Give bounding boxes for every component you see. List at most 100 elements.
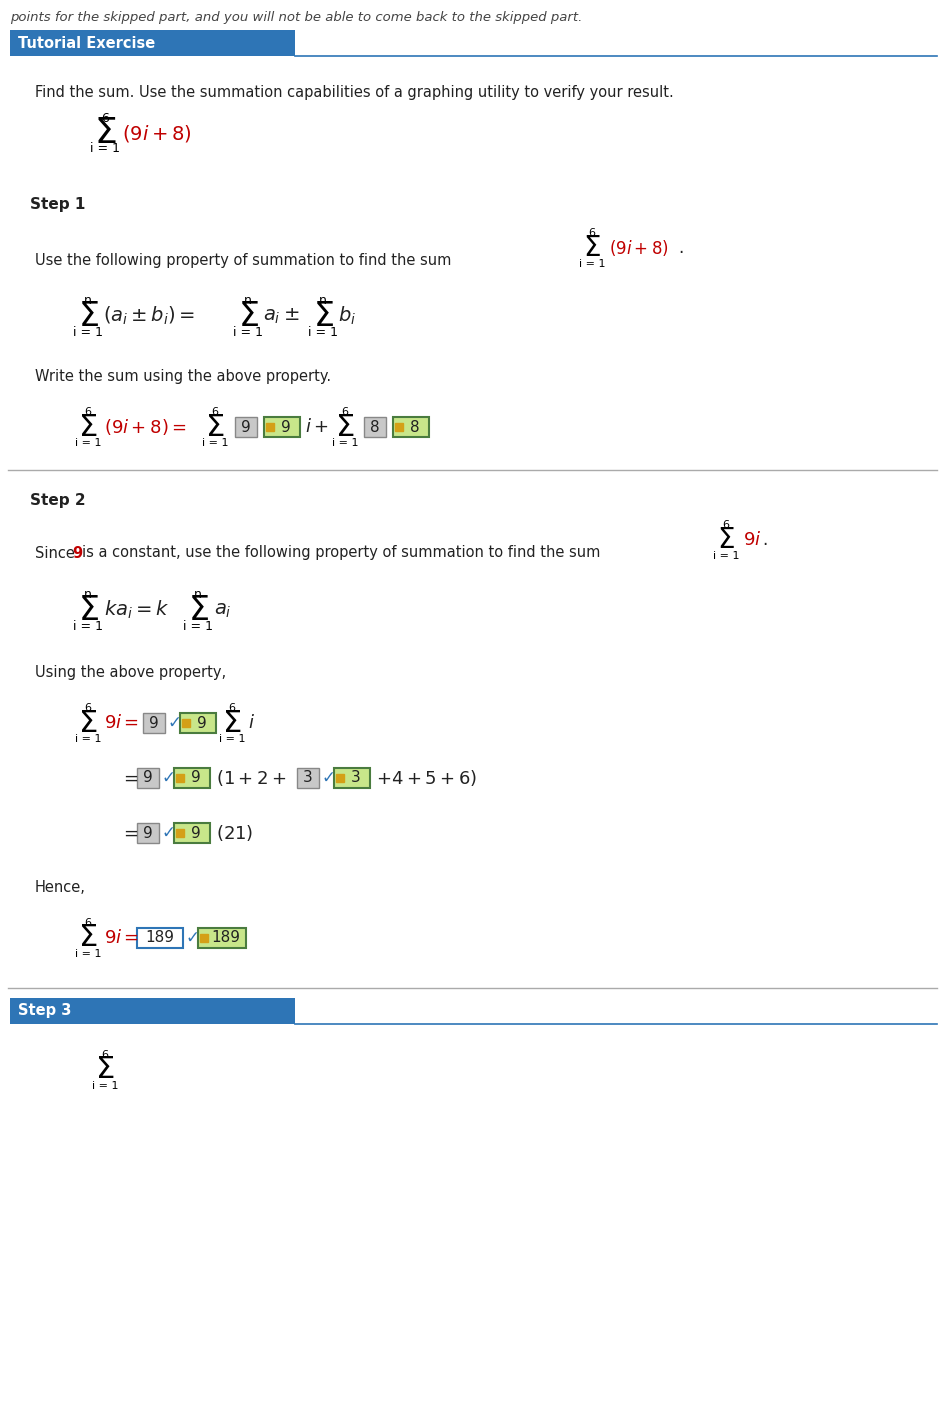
Text: $ka_i = k$: $ka_i = k$ xyxy=(104,599,170,622)
Text: Write the sum using the above property.: Write the sum using the above property. xyxy=(35,369,331,385)
Text: is a constant, use the following property of summation to find the sum: is a constant, use the following propert… xyxy=(82,545,600,561)
Text: i = 1: i = 1 xyxy=(713,551,740,561)
Text: $=$: $=$ xyxy=(120,824,138,841)
Text: .: . xyxy=(678,238,683,257)
Text: 6: 6 xyxy=(211,407,219,417)
Text: $(21)$: $(21)$ xyxy=(216,823,254,843)
Text: 9: 9 xyxy=(72,545,82,561)
Text: 9: 9 xyxy=(281,420,291,434)
Text: Step 2: Step 2 xyxy=(30,492,85,508)
Text: $i +$: $i +$ xyxy=(305,419,329,436)
Text: n: n xyxy=(244,295,252,308)
Bar xyxy=(137,823,159,843)
Text: ✓: ✓ xyxy=(186,929,200,946)
Text: i = 1: i = 1 xyxy=(73,325,103,339)
Text: i = 1: i = 1 xyxy=(73,620,103,633)
Text: 9: 9 xyxy=(191,771,201,786)
Text: Find the sum. Use the summation capabilities of a graphing utility to verify you: Find the sum. Use the summation capabili… xyxy=(35,85,673,99)
Text: $a_i$: $a_i$ xyxy=(214,600,232,620)
Text: $\Sigma$: $\Sigma$ xyxy=(78,299,98,332)
Text: n: n xyxy=(319,295,327,308)
Text: 6: 6 xyxy=(101,1050,109,1060)
Text: $9i =$: $9i =$ xyxy=(104,929,139,946)
Text: i = 1: i = 1 xyxy=(579,260,605,270)
Bar xyxy=(180,712,216,734)
Text: Since: Since xyxy=(35,545,80,561)
Text: $\Sigma$: $\Sigma$ xyxy=(96,1056,115,1084)
Text: i = 1: i = 1 xyxy=(308,325,338,339)
Text: 9: 9 xyxy=(197,715,206,731)
Text: $(9i + 8) =$: $(9i + 8) =$ xyxy=(104,417,187,437)
Text: $\Sigma$: $\Sigma$ xyxy=(583,234,601,263)
Text: $\left(a_i \pm b_i\right) =$: $\left(a_i \pm b_i\right) =$ xyxy=(103,305,195,328)
Text: $\Sigma$: $\Sigma$ xyxy=(79,924,98,952)
Bar xyxy=(334,768,370,788)
Text: Using the above property,: Using the above property, xyxy=(35,666,226,681)
Text: n: n xyxy=(84,589,92,602)
Text: 189: 189 xyxy=(146,931,174,945)
Text: points for the skipped part, and you will not be able to come back to the skippe: points for the skipped part, and you wil… xyxy=(10,11,582,24)
Bar xyxy=(174,768,210,788)
Text: i = 1: i = 1 xyxy=(202,438,228,448)
Text: $9i$: $9i$ xyxy=(743,531,761,549)
Text: $\Sigma$: $\Sigma$ xyxy=(717,526,735,553)
Text: 9: 9 xyxy=(143,771,152,786)
Text: $\Sigma$: $\Sigma$ xyxy=(313,299,333,332)
Text: Step 1: Step 1 xyxy=(30,197,85,213)
Bar xyxy=(198,928,246,948)
Text: Tutorial Exercise: Tutorial Exercise xyxy=(18,35,155,51)
Text: n: n xyxy=(84,295,92,308)
Text: $9i =$: $9i =$ xyxy=(104,714,139,732)
Text: $\Sigma$: $\Sigma$ xyxy=(78,593,98,627)
Text: ✓: ✓ xyxy=(162,824,176,841)
Text: i = 1: i = 1 xyxy=(90,142,120,156)
Text: 8: 8 xyxy=(410,420,420,434)
Bar xyxy=(137,768,159,788)
Text: i = 1: i = 1 xyxy=(75,438,101,448)
Bar xyxy=(393,417,429,437)
Text: i = 1: i = 1 xyxy=(233,325,263,339)
Bar xyxy=(137,928,183,948)
Bar xyxy=(174,823,210,843)
Text: $+ 4 + 5 + 6)$: $+ 4 + 5 + 6)$ xyxy=(376,768,477,788)
Text: $\Sigma$: $\Sigma$ xyxy=(79,413,98,441)
Bar xyxy=(10,30,295,55)
Bar xyxy=(10,998,295,1025)
Text: $\Sigma$: $\Sigma$ xyxy=(188,593,208,627)
Text: $=$: $=$ xyxy=(120,769,138,788)
Text: Use the following property of summation to find the sum: Use the following property of summation … xyxy=(35,253,452,268)
Text: $\Sigma$: $\Sigma$ xyxy=(79,708,98,738)
Text: 6: 6 xyxy=(84,702,92,712)
Bar xyxy=(264,417,300,437)
Bar xyxy=(235,417,257,437)
Text: i = 1: i = 1 xyxy=(219,734,245,744)
Text: ✓: ✓ xyxy=(168,714,182,732)
Text: Hence,: Hence, xyxy=(35,881,86,895)
Text: $\Sigma$: $\Sigma$ xyxy=(94,116,116,150)
Text: 9: 9 xyxy=(149,715,159,731)
Text: 6: 6 xyxy=(342,407,348,417)
Text: 9: 9 xyxy=(191,826,201,840)
Text: 9: 9 xyxy=(241,420,251,434)
Text: 189: 189 xyxy=(211,931,241,945)
Text: i = 1: i = 1 xyxy=(183,620,213,633)
Text: i = 1: i = 1 xyxy=(331,438,358,448)
Text: $a_i \pm$: $a_i \pm$ xyxy=(263,307,299,325)
Bar xyxy=(143,712,165,734)
Bar xyxy=(364,417,386,437)
Text: $(1 + 2 +$: $(1 + 2 +$ xyxy=(216,768,287,788)
Bar xyxy=(297,768,319,788)
Text: i = 1: i = 1 xyxy=(75,734,101,744)
Text: n: n xyxy=(194,589,202,602)
Text: 6: 6 xyxy=(84,918,92,928)
Text: 6: 6 xyxy=(588,228,596,238)
Text: 6: 6 xyxy=(723,519,729,531)
Text: $(9i + 8)$: $(9i + 8)$ xyxy=(122,122,191,143)
Text: $i$: $i$ xyxy=(248,714,255,732)
Text: i = 1: i = 1 xyxy=(92,1081,118,1091)
Text: $\Sigma$: $\Sigma$ xyxy=(223,708,241,738)
Text: 9: 9 xyxy=(143,826,152,840)
Text: 6: 6 xyxy=(84,407,92,417)
Text: i = 1: i = 1 xyxy=(75,949,101,959)
Text: $\Sigma$: $\Sigma$ xyxy=(335,413,355,441)
